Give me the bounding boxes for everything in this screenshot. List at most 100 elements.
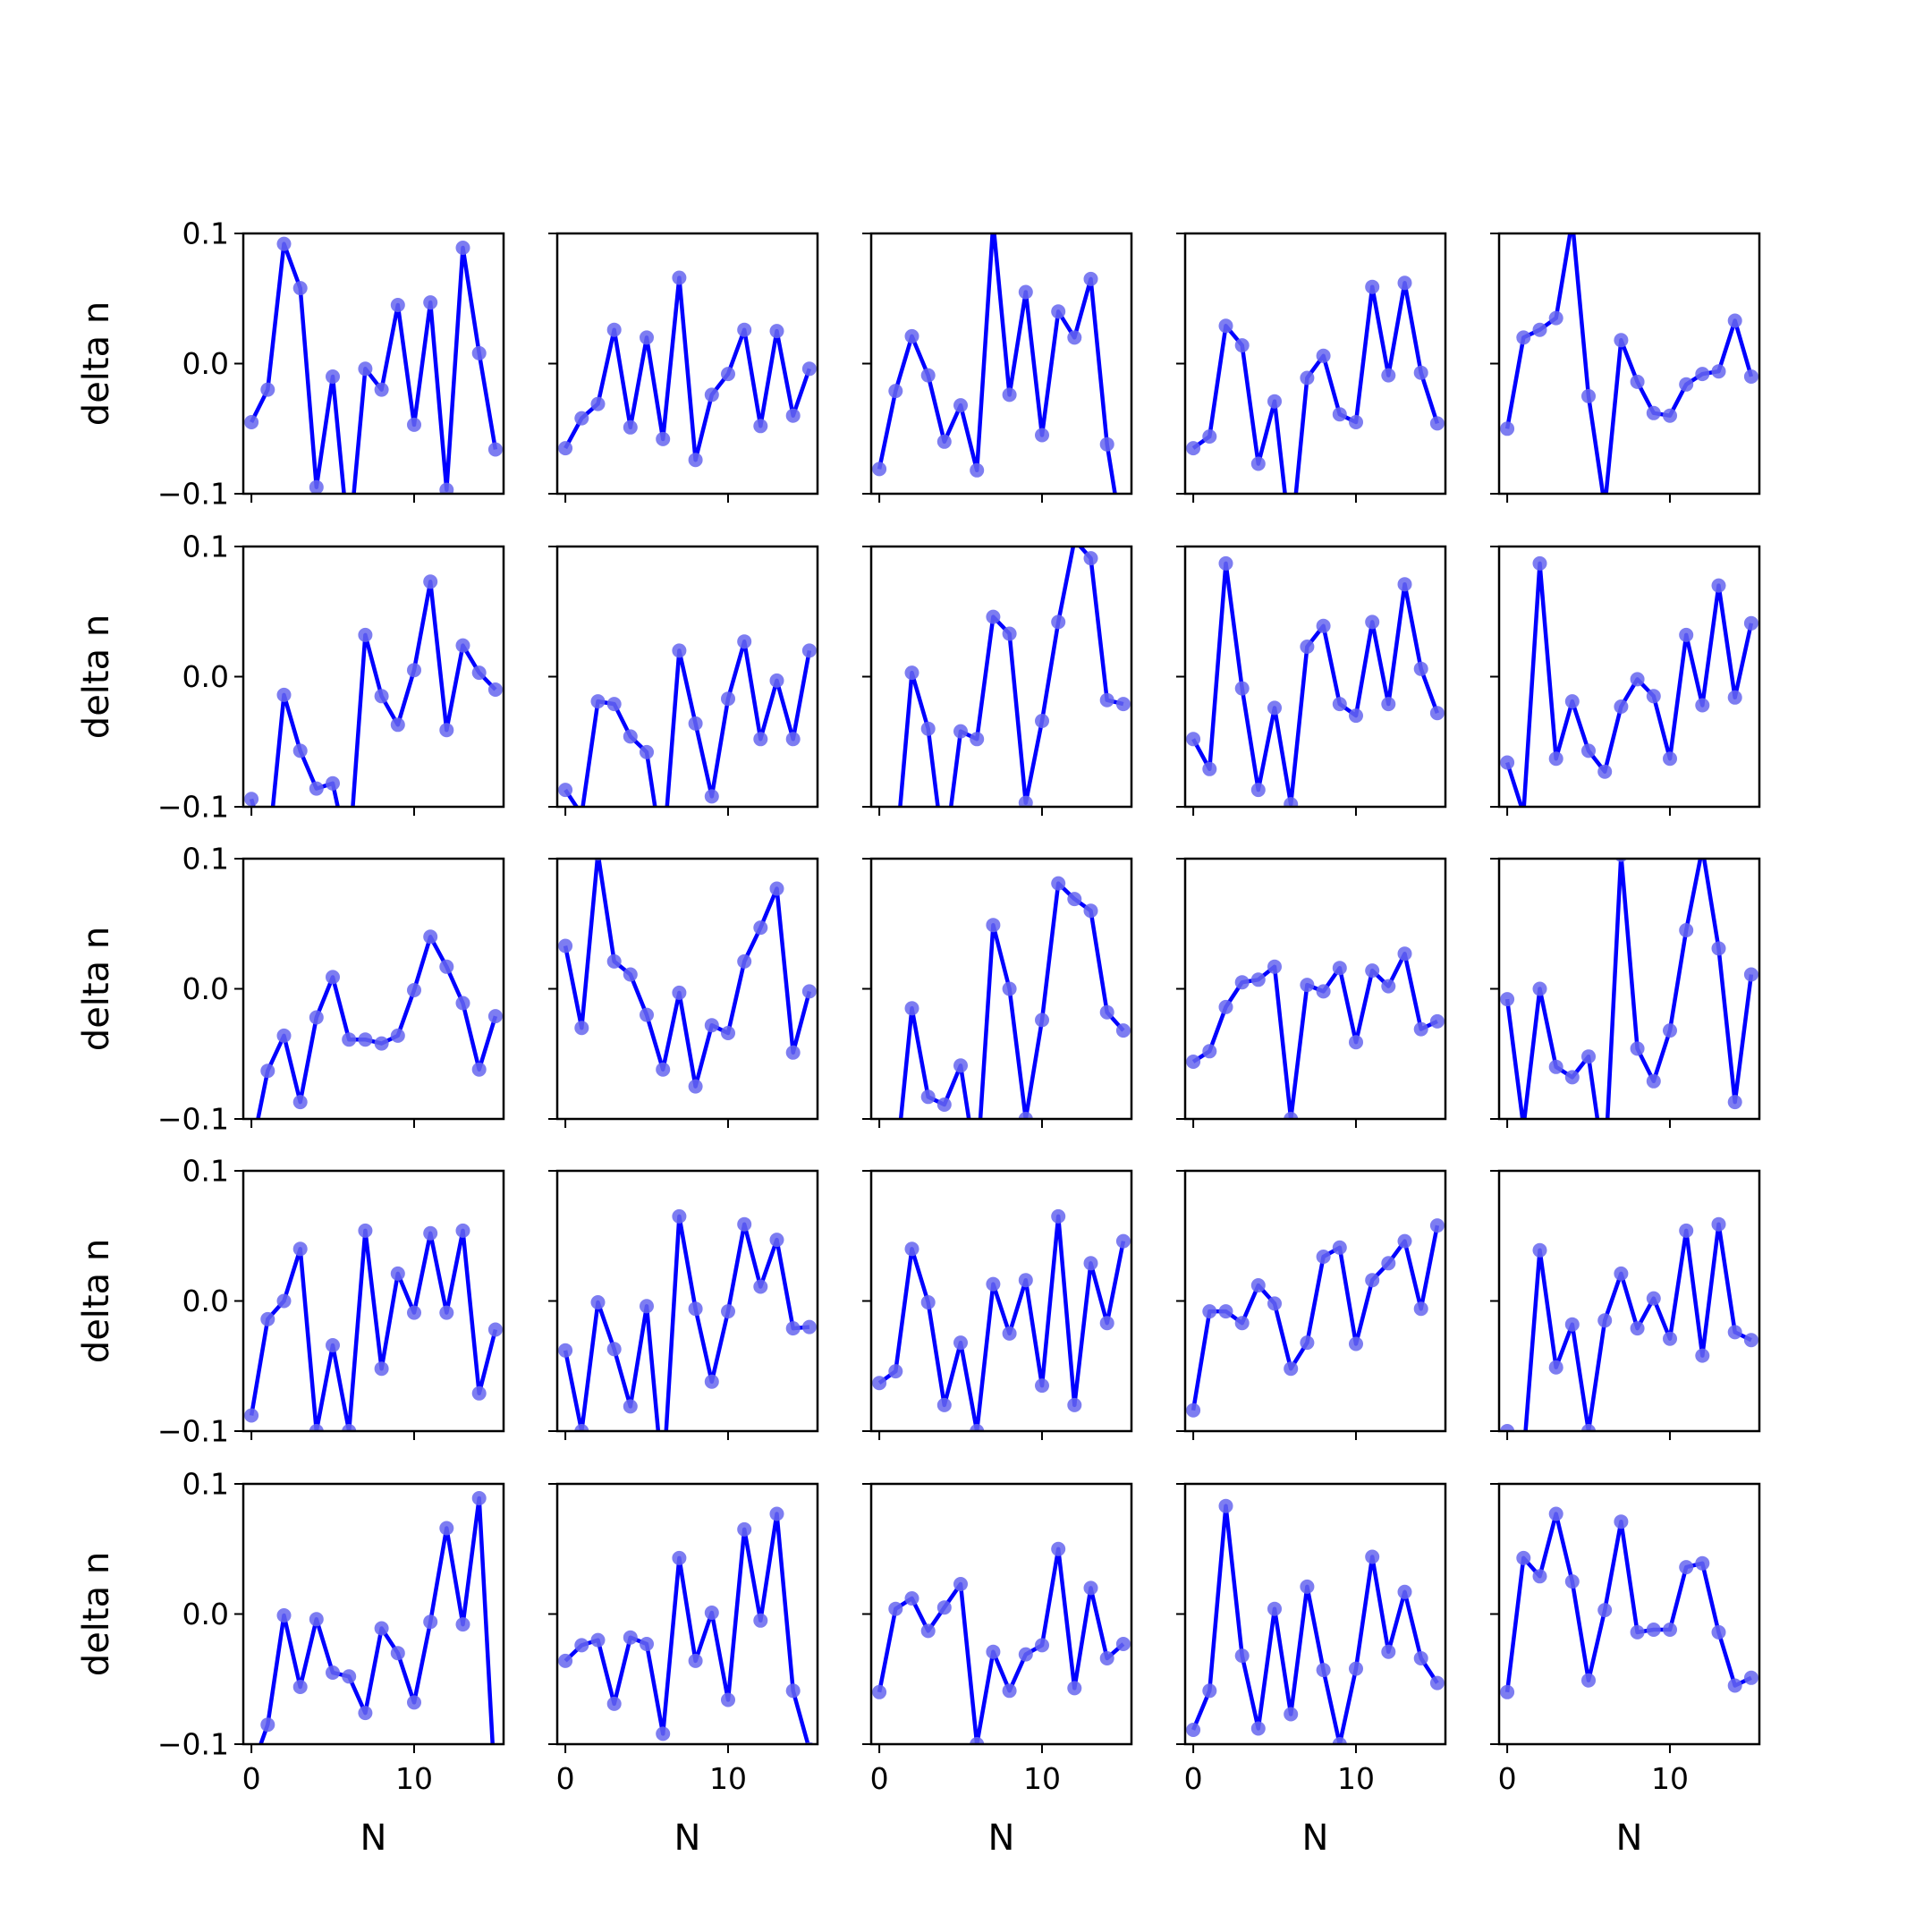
data-point [1018,1647,1033,1662]
data-point [1743,967,1758,982]
data-point [1630,1041,1645,1056]
data-point [1250,1278,1266,1292]
data-point [1234,338,1250,353]
data-point [801,1319,817,1335]
data-point [1743,1333,1758,1348]
data-point [1202,429,1217,444]
data-point [872,462,887,477]
series-group [1500,1506,1758,1699]
series-group [872,1541,1131,1744]
data-point [590,1632,606,1648]
series-line [1504,233,1754,494]
data-point [1695,698,1710,713]
data-point [656,431,671,446]
x-tick-label: 10 [1337,1761,1375,1796]
data-point [953,1058,968,1073]
data-point [590,694,606,709]
data-point [986,1644,1001,1659]
data-point [1284,1361,1299,1377]
y-tick-label: 0.1 [182,530,229,564]
y-tick-label: −0.1 [157,790,229,825]
data-point [471,1385,487,1401]
data-point [1397,577,1412,592]
data-point [704,1018,719,1033]
series-line [1507,1222,1752,1431]
data-point [904,1591,919,1606]
data-point [1035,1638,1049,1653]
data-point [1365,1549,1380,1564]
data-point [1429,1218,1445,1233]
data-point [276,1293,292,1309]
data-point [1234,681,1250,696]
data-point [390,1266,405,1281]
data-point [292,1680,308,1694]
y-axis-title: delta n [76,301,117,426]
data-point [1002,387,1017,402]
series-line [1191,1224,1440,1411]
data-point [244,792,259,807]
data-point [1250,783,1266,798]
data-point [970,1737,985,1744]
data-point [785,408,801,423]
series-line [898,881,1125,1119]
data-point [1115,1233,1131,1249]
data-point [1067,892,1082,907]
data-point [737,953,752,969]
data-point [1695,1555,1710,1571]
data-point [704,1374,719,1389]
y-tick-label: 0.1 [182,1154,229,1189]
data-point [801,361,817,377]
data-point [953,724,968,739]
data-point [1051,304,1066,319]
data-point [888,1601,903,1616]
data-point [1186,1402,1201,1418]
data-point [1002,626,1017,641]
series-line [1504,561,1754,807]
data-point [342,1669,357,1684]
series-line [898,547,1124,807]
x-axis-title: N [1302,1818,1329,1859]
data-point [390,1646,405,1661]
data-point [309,1424,324,1431]
series-line [249,1228,498,1431]
series-line [1504,1512,1752,1693]
data-point [1532,555,1547,571]
data-point [1002,981,1017,996]
series-group [1186,1218,1445,1418]
data-point [1727,1095,1742,1110]
data-point [487,442,503,457]
series-group [898,876,1131,1119]
data-point [1727,1325,1742,1340]
data-point [672,1208,687,1224]
series-group [244,1223,503,1431]
data-point [455,1223,470,1238]
data-point [423,1225,438,1241]
data-point [1413,365,1428,380]
data-point [574,1021,589,1036]
data-point [1646,1073,1661,1089]
data-point [1002,1326,1017,1341]
data-point [785,1321,801,1336]
y-tick-label: 0.1 [182,216,229,251]
data-point [1429,1675,1445,1690]
data-point [1429,706,1445,721]
data-point [688,1079,703,1094]
series-group [898,547,1131,807]
data-point [1300,370,1315,386]
data-point [1018,1112,1033,1119]
data-point [292,1095,308,1110]
data-point [423,574,438,589]
subplot-r0-c2 [862,232,1133,503]
data-point [558,938,573,953]
series-group [558,270,817,468]
data-point [358,361,373,377]
data-point [986,918,1001,933]
data-point [1018,284,1033,300]
series-line [877,1214,1126,1431]
data-point [672,643,687,658]
data-point [1083,1580,1098,1596]
data-point [920,1089,936,1105]
data-point [623,1630,638,1645]
data-point [953,1577,968,1591]
data-point [1051,1208,1066,1224]
